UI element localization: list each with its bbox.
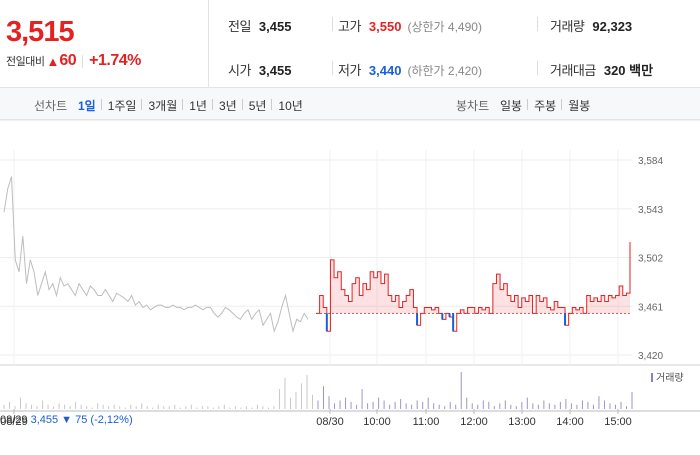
y-tick-label: 3,461 (638, 302, 663, 313)
tab-line-period-5[interactable]: 5년 (241, 97, 273, 114)
divider (537, 17, 538, 31)
x-tick-label: 13:00 (508, 416, 536, 428)
quote-stats: 전일 3,455 시가 3,455 고가 3,550 (상한가 4,490) 저… (210, 0, 700, 88)
y-tick-label: 3,420 (638, 351, 663, 362)
volume-label: 거래량 (550, 19, 585, 34)
tab-line-period-3[interactable]: 1년 (182, 97, 213, 114)
prev-day-percent: (-2,12%) (90, 414, 133, 426)
price-chart[interactable]: 3,584 3,543 3,502 3,461 3,420 08/29 08/30 10:00… (0, 119, 700, 450)
y-tick-label: 3,543 (638, 205, 663, 216)
tab-line-period-2[interactable]: 3개월 (141, 97, 183, 114)
tab-candle-period-1[interactable]: 주봉 (527, 97, 562, 114)
prev-day-series-line (3, 176, 309, 334)
change-value: 60 (59, 52, 77, 69)
period-bar: 선차트 1일 1주일 3개월 1년 3년 5년 10년 봉차트 일봉 주봉 월봉 (0, 88, 700, 120)
change-percent: +1.74% (89, 52, 141, 69)
tab-candle-period-2[interactable]: 월봉 (561, 97, 596, 114)
x-tick-label: 14:00 (556, 416, 584, 428)
x-tick-label: 11:00 (413, 416, 440, 428)
tab-line-period-4[interactable]: 3년 (211, 97, 243, 114)
low-label: 저가 (338, 63, 361, 78)
y-tick-label: 3,502 (638, 254, 663, 265)
tab-line-period-0[interactable]: 1일 (78, 99, 96, 113)
divider (82, 54, 84, 68)
high-value: 3,550 (368, 19, 402, 34)
candle-chart-label: 봉차트 (456, 99, 490, 113)
prev-close-label: 전일 (228, 19, 251, 34)
x-tick-label: 12:00 (460, 416, 488, 428)
line-chart-label: 선차트 (34, 99, 68, 113)
prev-day-date: 08/29 (0, 414, 28, 426)
chart-svg: 3,584 3,543 3,502 3,461 3,420 08/29 08/30 10:00… (0, 119, 700, 428)
high-label: 고가 (338, 19, 361, 34)
volume: 거래량 92,323 (550, 16, 632, 35)
candle-chart-tabs: 일봉 주봉 월봉 (494, 97, 596, 114)
today-up-area (316, 242, 630, 314)
tab-line-period-1[interactable]: 1주일 (100, 97, 143, 114)
prev-day-change: 75 (72, 414, 91, 426)
upper-limit: (상한가 4,490) (407, 20, 482, 34)
current-price: 3,515 (6, 16, 75, 48)
price-box: 3,515 전일대비 ▲ 60 +1.74% (0, 0, 209, 88)
volume-legend-swatch (651, 373, 653, 382)
change-label: 전일대비 (6, 56, 45, 68)
trade-amount: 거래대금 320 백만 (550, 60, 653, 79)
x-tick-label: 08/29 (0, 416, 28, 428)
low-price: 저가 3,440 (하한가 2,420) (338, 60, 482, 79)
open-value: 3,455 (258, 63, 292, 78)
prev-close-value: 3,455 (258, 19, 292, 34)
down-triangle-icon: ▼ (61, 414, 73, 426)
lower-limit: (하한가 2,420) (407, 64, 482, 78)
tab-candle-period-0[interactable]: 일봉 (500, 99, 523, 113)
line-chart-tabs: 1일 1주일 3개월 1년 3년 5년 10년 (72, 97, 309, 114)
divider (332, 61, 333, 75)
divider (537, 61, 538, 75)
prev-day-info: 08/29 3,455 ▼ 75 (-2,12%) (0, 414, 133, 426)
low-value: 3,440 (368, 63, 402, 78)
change-row: 전일대비 ▲ 60 +1.74% (6, 52, 141, 70)
prev-day-price: 3,455 (27, 414, 62, 426)
y-tick-label: 3,584 (638, 156, 663, 167)
up-triangle-icon: ▲ (46, 53, 60, 69)
quote-panel: 3,515 전일대비 ▲ 60 +1.74% 전일 3,455 시가 3,455… (0, 0, 700, 88)
tab-line-period-6[interactable]: 10년 (271, 97, 308, 114)
trade-amount-value: 320 백만 (603, 63, 654, 78)
high-price: 고가 3,550 (상한가 4,490) (338, 16, 482, 35)
trade-amount-label: 거래대금 (550, 63, 596, 78)
volume-value: 92,323 (592, 19, 633, 34)
prev-close: 전일 3,455 (228, 16, 291, 35)
x-tick-label: 15:00 (604, 416, 632, 428)
open-label: 시가 (228, 63, 251, 78)
today-series-line (316, 242, 631, 332)
x-tick-label: 10:00 (363, 416, 391, 428)
divider (332, 17, 333, 31)
open-price: 시가 3,455 (228, 60, 291, 79)
x-tick-label: 08/30 (316, 416, 344, 428)
volume-legend-label: 거래량 (656, 372, 684, 384)
